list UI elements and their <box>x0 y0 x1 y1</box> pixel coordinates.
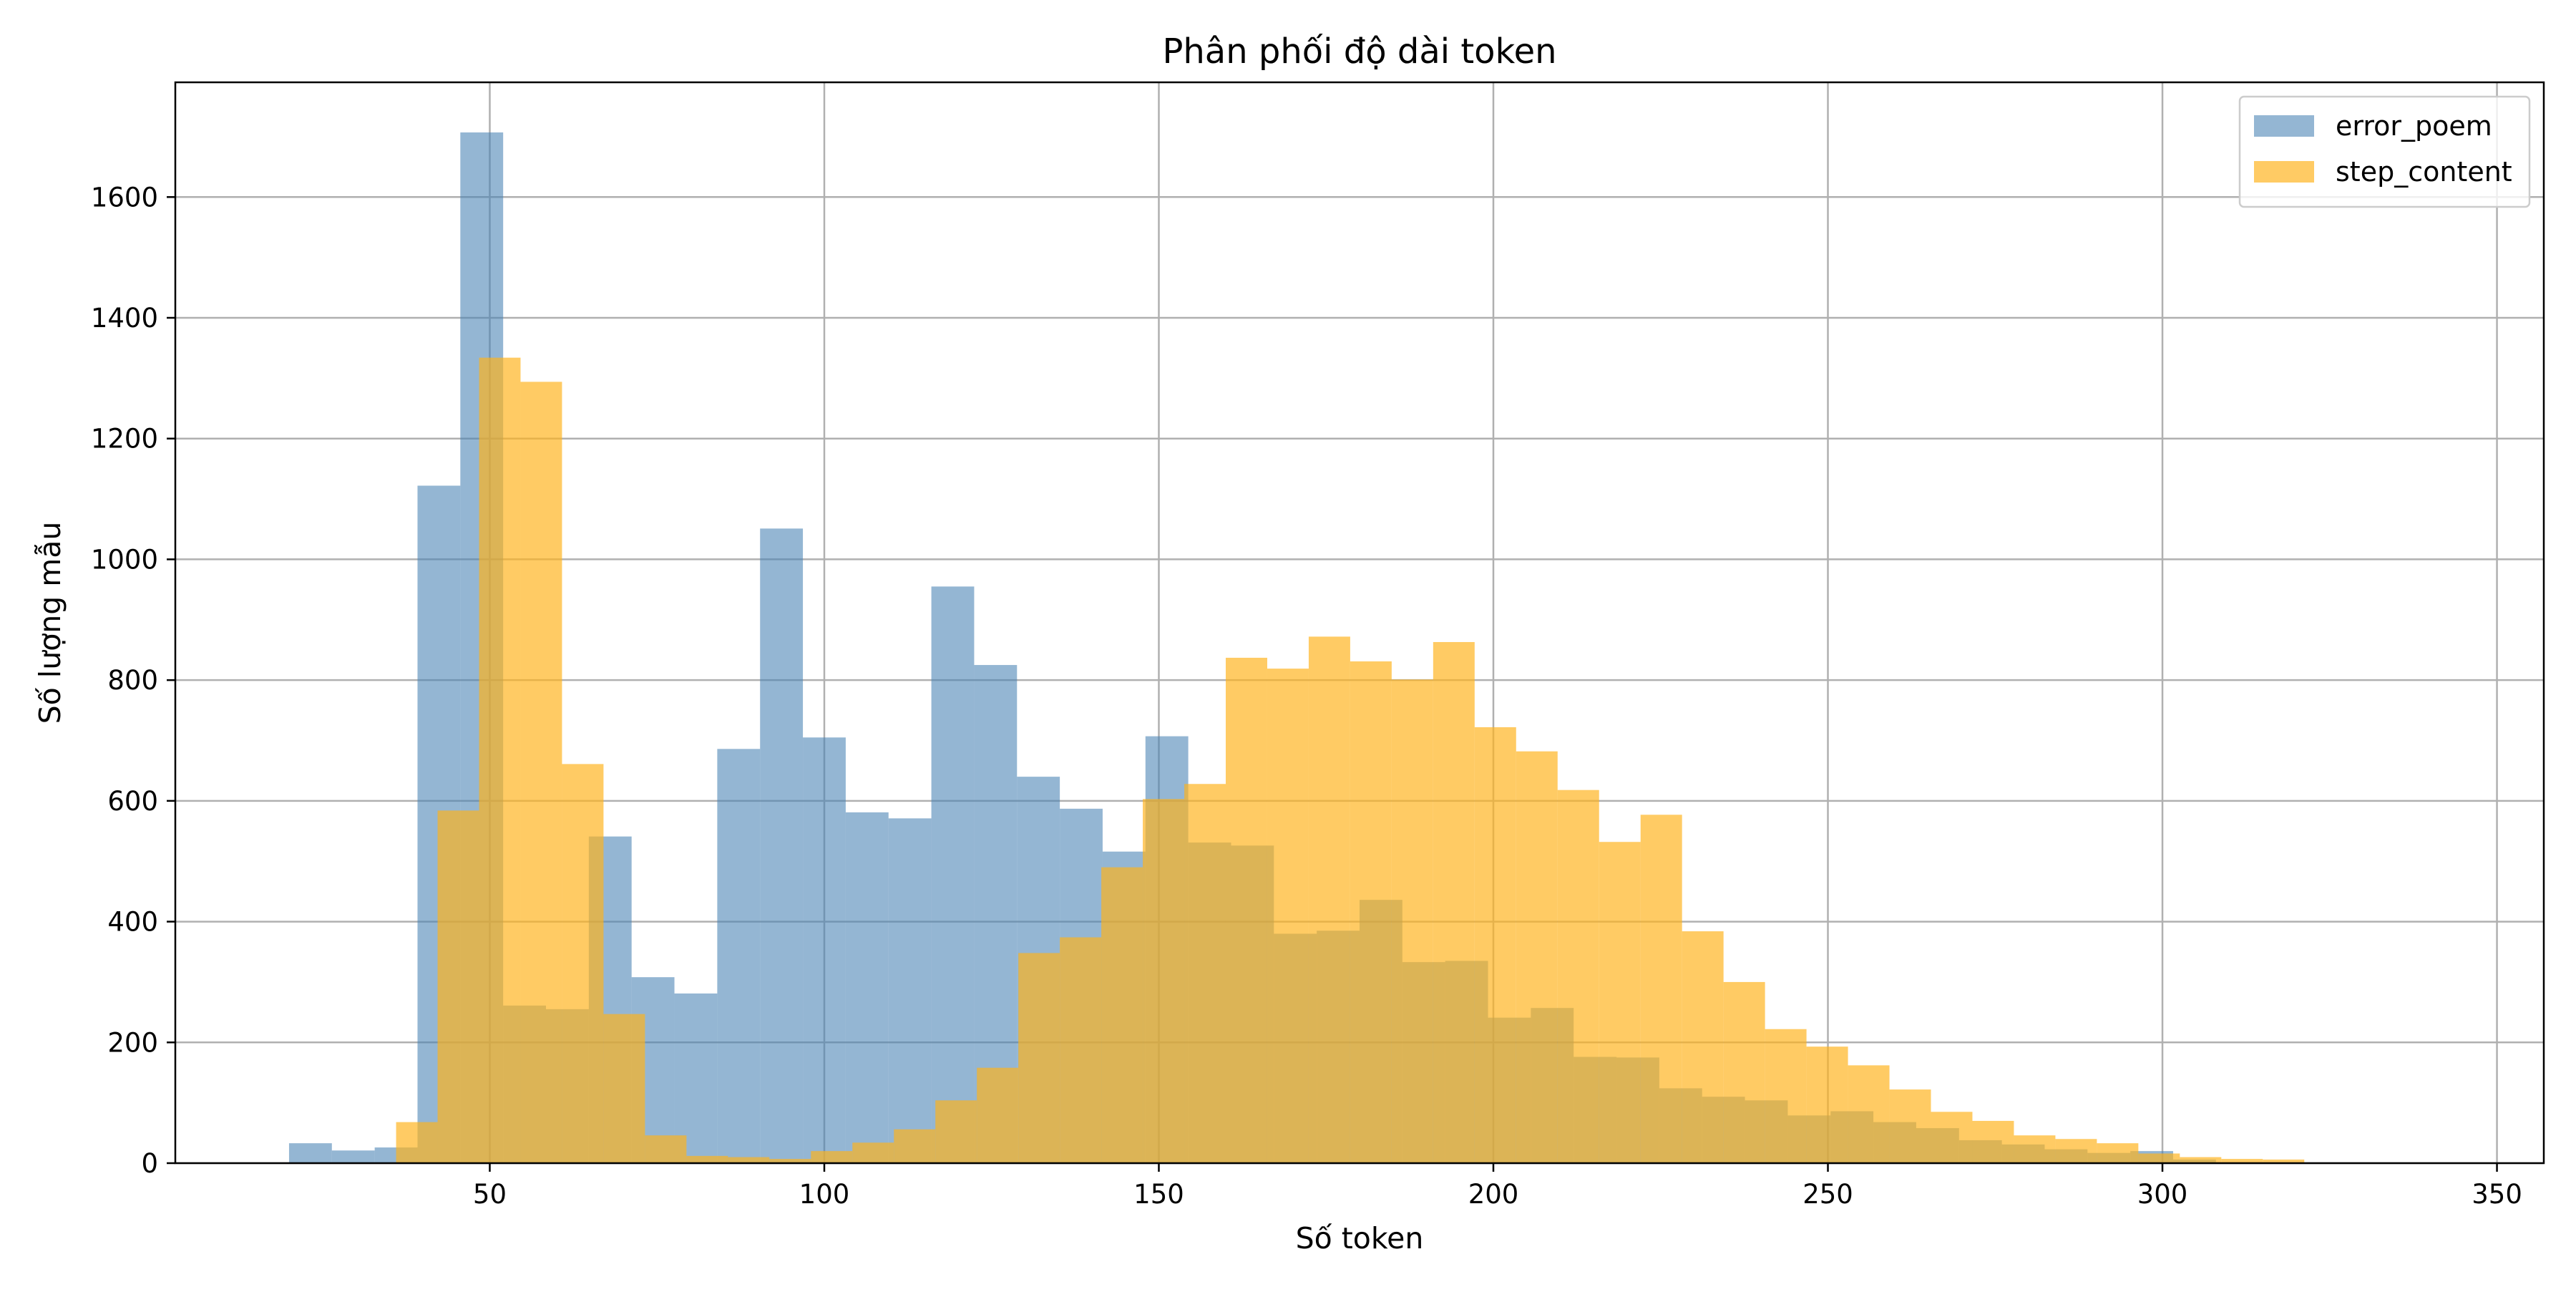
histogram-bar <box>894 1129 936 1163</box>
histogram-bar <box>1350 661 1392 1163</box>
histogram-bar <box>977 1067 1019 1163</box>
histogram-bar <box>1931 1112 1973 1163</box>
y-axis-label: Số lượng mẫu <box>33 522 67 724</box>
x-tick-label: 250 <box>1802 1179 1853 1210</box>
histogram-bar <box>1018 953 1060 1163</box>
histogram-bar <box>2097 1143 2139 1163</box>
histogram-bar <box>396 1122 438 1163</box>
series-step_content <box>396 357 2305 1164</box>
histogram-bar <box>769 1159 811 1163</box>
x-tick-label: 150 <box>1133 1179 1184 1210</box>
histogram-bar <box>852 1142 894 1163</box>
legend: error_poem step_content <box>2238 95 2531 208</box>
histogram-bar <box>2180 1157 2222 1163</box>
histogram-bar <box>1474 727 1516 1163</box>
histogram-bar <box>1267 669 1309 1163</box>
legend-label: error_poem <box>2336 110 2492 142</box>
y-tick-label: 1000 <box>91 544 158 575</box>
x-tick-label: 50 <box>473 1179 507 1210</box>
histogram-bar <box>811 1151 853 1163</box>
x-tick-label: 100 <box>799 1179 850 1210</box>
x-axis-ticks: 50 100 150 200 250 300 350 <box>473 1163 2522 1210</box>
histogram-bar <box>288 1143 332 1163</box>
plot-frame <box>174 81 2545 1165</box>
legend-swatch <box>2254 115 2314 137</box>
y-tick-label: 200 <box>107 1027 158 1058</box>
histogram-bar <box>717 749 761 1163</box>
legend-swatch <box>2254 161 2314 183</box>
histogram-bar <box>760 528 804 1163</box>
y-tick-label: 1200 <box>91 424 158 455</box>
histogram-bar <box>1806 1046 1848 1163</box>
x-tick-label: 300 <box>2137 1179 2188 1210</box>
histogram-bar <box>437 810 479 1163</box>
histogram-bar <box>1101 867 1143 1163</box>
histogram-bar <box>2055 1139 2097 1163</box>
histogram-bar <box>479 357 521 1163</box>
histogram-bar <box>520 382 562 1164</box>
histogram-bar <box>1308 636 1350 1163</box>
histogram-bar <box>2138 1153 2180 1163</box>
histogram-bar <box>1060 937 1102 1163</box>
x-tick-label: 200 <box>1468 1179 1519 1210</box>
histogram-bar <box>1433 641 1475 1163</box>
y-tick-label: 0 <box>141 1148 158 1179</box>
legend-label: step_content <box>2336 156 2512 188</box>
histogram-bar <box>931 586 975 1163</box>
y-tick-label: 1600 <box>91 182 158 213</box>
histogram-bar <box>603 1014 645 1163</box>
histogram-bar <box>686 1155 728 1163</box>
y-tick-label: 600 <box>107 786 158 817</box>
histogram-bar <box>1516 751 1558 1163</box>
histogram-bar <box>935 1100 977 1163</box>
x-tick-label: 350 <box>2472 1179 2522 1210</box>
histogram-bar <box>1848 1065 1890 1163</box>
histogram-bar <box>1143 799 1185 1163</box>
histogram-bar <box>2014 1135 2056 1163</box>
chart-title: Phân phối độ dài token <box>1162 31 1556 72</box>
histogram-bar <box>1723 981 1765 1163</box>
histogram-bar <box>1972 1120 2014 1163</box>
histogram-bar <box>1557 790 1599 1163</box>
histogram-bars <box>288 132 2305 1164</box>
y-tick-label: 1400 <box>91 303 158 334</box>
histogram-bar <box>1599 842 1641 1163</box>
histogram-bar <box>645 1135 687 1163</box>
histogram-bar <box>674 993 718 1163</box>
histogram-bar <box>2263 1159 2305 1163</box>
y-axis-ticks: 0 200 400 600 800 1000 1200 1400 1600 <box>91 182 175 1179</box>
histogram-bar <box>2221 1159 2263 1163</box>
histogram-bar <box>845 812 889 1163</box>
x-axis-label: Số token <box>1296 1221 1424 1255</box>
histogram-bar <box>1889 1089 1931 1163</box>
histogram-bar <box>1765 1029 1807 1163</box>
histogram-bar <box>1225 657 1267 1163</box>
histogram-bar <box>1640 815 1682 1163</box>
histogram-bar <box>728 1157 770 1163</box>
histogram-bar <box>1184 784 1226 1163</box>
histogram-bar <box>1391 679 1433 1163</box>
histogram-bar <box>888 818 932 1163</box>
histogram-bar <box>1682 931 1724 1163</box>
y-tick-label: 400 <box>107 907 158 938</box>
histogram-bar <box>562 764 604 1163</box>
histogram-bar <box>803 737 846 1163</box>
y-tick-label: 800 <box>107 665 158 696</box>
histogram-bar <box>331 1150 375 1163</box>
